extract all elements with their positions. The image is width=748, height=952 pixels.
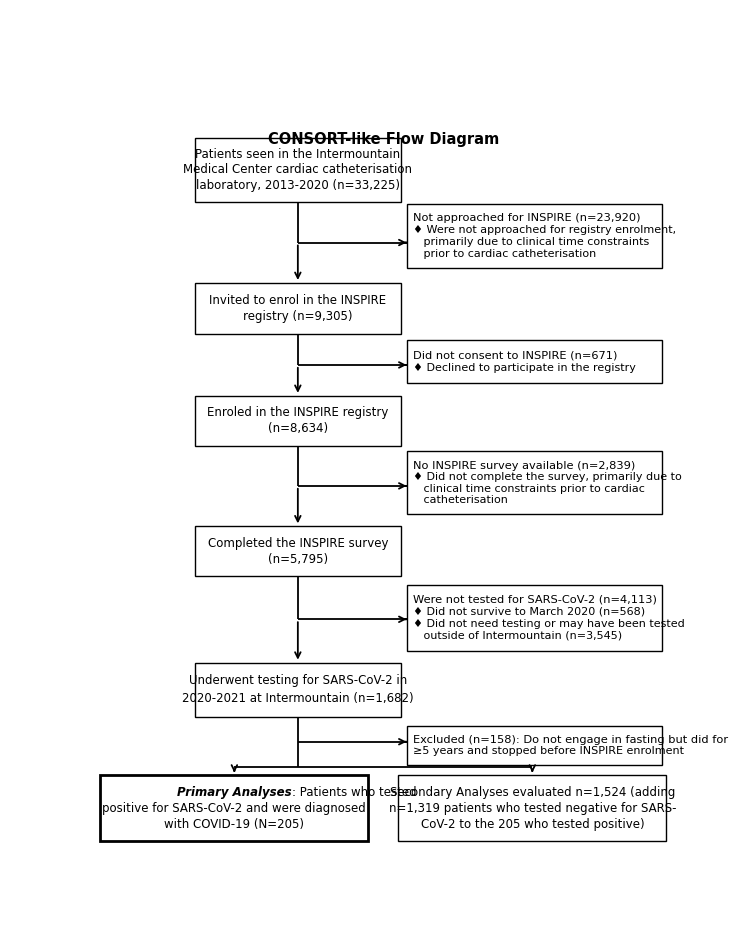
Text: Primary Analyses: Primary Analyses [177,785,292,799]
Text: No INSPIRE survey available (n=2,839): No INSPIRE survey available (n=2,839) [414,461,636,471]
Text: CoV-2 to the 205 who tested positive): CoV-2 to the 205 who tested positive) [420,818,644,831]
Text: n=1,319 patients who tested negative for SARS-: n=1,319 patients who tested negative for… [388,802,676,815]
Text: Completed the INSPIRE survey: Completed the INSPIRE survey [208,537,388,549]
Text: Were not tested for SARS-CoV-2 (n=4,113): Were not tested for SARS-CoV-2 (n=4,113) [414,595,657,605]
Text: CONSORT-like Flow Diagram: CONSORT-like Flow Diagram [268,131,499,147]
Text: ♦ Were not approached for registry enrolment,: ♦ Were not approached for registry enrol… [414,225,677,235]
FancyBboxPatch shape [407,585,661,651]
FancyBboxPatch shape [407,451,661,514]
Text: Enroled in the INSPIRE registry: Enroled in the INSPIRE registry [207,407,388,419]
Text: 2020-2021 at Intermountain (n=1,682): 2020-2021 at Intermountain (n=1,682) [182,692,414,705]
Text: Underwent testing for SARS-CoV-2 in: Underwent testing for SARS-CoV-2 in [188,674,407,687]
Text: ♦ Did not complete the survey, primarily due to: ♦ Did not complete the survey, primarily… [414,472,682,483]
Text: ♦ Declined to participate in the registry: ♦ Declined to participate in the registr… [414,363,637,372]
Text: with COVID-19 (N=205): with COVID-19 (N=205) [165,818,304,831]
Text: Secondary Analyses evaluated n=1,524 (adding: Secondary Analyses evaluated n=1,524 (ad… [390,785,675,799]
Text: laboratory, 2013-2020 (n=33,225): laboratory, 2013-2020 (n=33,225) [196,179,400,192]
FancyBboxPatch shape [195,283,401,334]
Text: Not approached for INSPIRE (n=23,920): Not approached for INSPIRE (n=23,920) [414,213,641,224]
Text: (n=5,795): (n=5,795) [268,553,328,565]
FancyBboxPatch shape [399,776,666,842]
Text: ≥5 years and stopped before INSPIRE enrolment: ≥5 years and stopped before INSPIRE enro… [414,745,684,756]
Text: Did not consent to INSPIRE (n=671): Did not consent to INSPIRE (n=671) [414,350,618,360]
Text: : Patients who tested: : Patients who tested [292,785,417,799]
FancyBboxPatch shape [195,663,401,717]
FancyBboxPatch shape [407,340,661,383]
Text: Excluded (n=158): Do not engage in fasting but did for: Excluded (n=158): Do not engage in fasti… [414,735,729,744]
Text: primarily due to clinical time constraints: primarily due to clinical time constrain… [414,237,650,247]
FancyBboxPatch shape [407,725,661,765]
Text: Primary Analyses: Patients who tested: Primary Analyses: Patients who tested [121,785,348,799]
FancyBboxPatch shape [195,138,401,202]
FancyBboxPatch shape [195,396,401,446]
Text: catheterisation: catheterisation [414,495,509,505]
Text: (n=8,634): (n=8,634) [268,423,328,435]
Text: ♦ Did not need testing or may have been tested: ♦ Did not need testing or may have been … [414,619,685,629]
Text: clinical time constraints prior to cardiac: clinical time constraints prior to cardi… [414,484,646,494]
Text: registry (n=9,305): registry (n=9,305) [243,310,352,324]
Text: ♦ Did not survive to March 2020 (n=568): ♦ Did not survive to March 2020 (n=568) [414,606,646,617]
Text: positive for SARS-CoV-2 and were diagnosed: positive for SARS-CoV-2 and were diagnos… [102,802,367,815]
Text: Medical Center cardiac catheterisation: Medical Center cardiac catheterisation [183,164,412,176]
Text: outside of Intermountain (n=3,545): outside of Intermountain (n=3,545) [414,631,622,641]
Text: prior to cardiac catheterisation: prior to cardiac catheterisation [414,248,597,259]
FancyBboxPatch shape [195,526,401,576]
Text: Invited to enrol in the INSPIRE: Invited to enrol in the INSPIRE [209,293,387,307]
FancyBboxPatch shape [100,776,368,842]
FancyBboxPatch shape [407,204,661,268]
Text: Patients seen in the Intermountain: Patients seen in the Intermountain [195,148,400,161]
